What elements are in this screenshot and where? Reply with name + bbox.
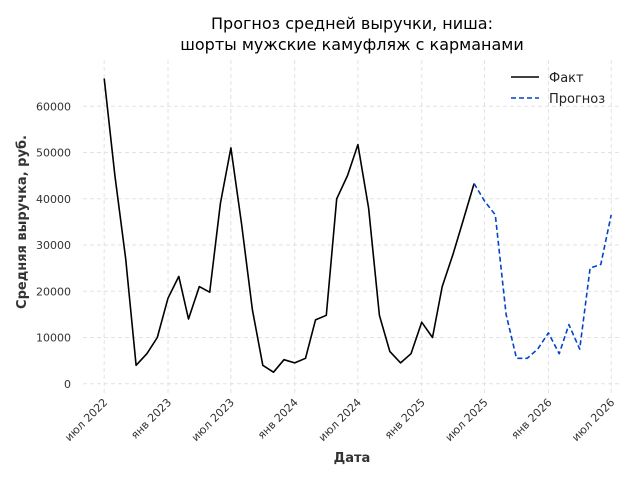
x-tick-label: июл 2026 bbox=[569, 396, 617, 444]
x-tick-label: июл 2023 bbox=[189, 396, 237, 444]
x-tick-label: янв 2026 bbox=[509, 396, 555, 442]
x-tick-label: июл 2024 bbox=[316, 396, 364, 444]
y-tick-label: 20000 bbox=[36, 285, 71, 298]
series-lines bbox=[103, 78, 612, 374]
x-tick-label: янв 2023 bbox=[128, 396, 174, 442]
y-tick-label: 60000 bbox=[36, 100, 71, 113]
y-tick-label: 50000 bbox=[36, 147, 71, 160]
fact-series-line bbox=[103, 78, 475, 374]
forecast-series-line bbox=[473, 183, 612, 360]
chart-title-line-1: Прогноз средней выручки, ниша: bbox=[211, 14, 493, 33]
y-tick-label: 0 bbox=[64, 378, 71, 391]
x-tick-labels: июл 2022 янв 2023 июл 2023 янв 2024 июл 2024… bbox=[62, 396, 617, 444]
x-tick-label: июл 2025 bbox=[443, 396, 491, 444]
chart-title-line-2: шорты мужские камуфляж с карманами bbox=[180, 35, 524, 54]
x-tick-label: янв 2025 bbox=[382, 396, 428, 442]
legend-label-forecast: Прогноз bbox=[549, 92, 605, 107]
y-tick-label: 10000 bbox=[36, 332, 71, 345]
y-tick-labels: 0 10000 20000 30000 40000 50000 60000 bbox=[36, 100, 71, 391]
y-tick-label: 40000 bbox=[36, 193, 71, 206]
grid bbox=[83, 60, 622, 393]
x-tick-label: янв 2024 bbox=[255, 396, 301, 442]
y-axis-label: Средняя выручка, руб. bbox=[15, 135, 30, 309]
x-axis-label: Дата bbox=[334, 451, 371, 466]
y-tick-label: 30000 bbox=[36, 239, 71, 252]
x-tick-label: июл 2022 bbox=[62, 396, 110, 444]
legend-label-fact: Факт bbox=[549, 71, 584, 86]
legend: Факт Прогноз bbox=[511, 71, 605, 107]
